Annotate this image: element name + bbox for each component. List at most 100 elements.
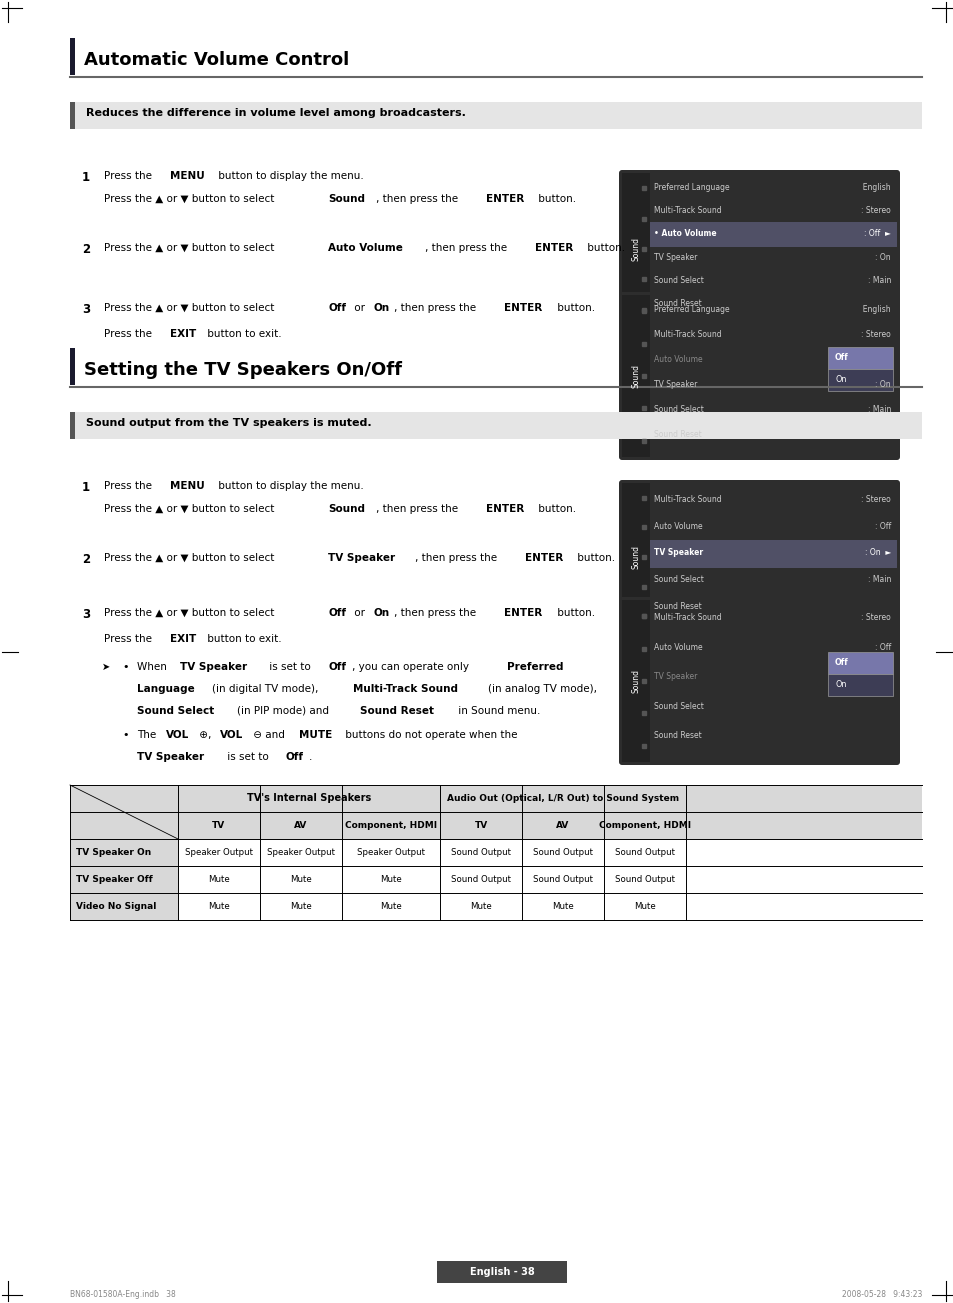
Text: Sound Select: Sound Select xyxy=(654,701,703,710)
Text: Mute: Mute xyxy=(379,876,401,883)
Text: The: The xyxy=(137,730,159,740)
Text: buttons do not operate when the: buttons do not operate when the xyxy=(342,730,517,740)
Text: ENTER: ENTER xyxy=(535,242,573,253)
Text: Sound: Sound xyxy=(328,194,365,205)
Text: Auto Volume: Auto Volume xyxy=(654,356,702,365)
Text: Press the: Press the xyxy=(104,635,155,644)
Bar xyxy=(649,222,896,246)
Text: Sound Reset: Sound Reset xyxy=(654,602,701,611)
Text: ENTER: ENTER xyxy=(504,304,542,313)
Bar xyxy=(621,483,649,631)
Text: TV: TV xyxy=(213,821,226,830)
Text: Press the ▲ or ▼ button to select: Press the ▲ or ▼ button to select xyxy=(104,504,277,513)
Text: : Stereo: : Stereo xyxy=(861,495,890,504)
Text: Mute: Mute xyxy=(634,902,656,911)
Text: : Stereo: : Stereo xyxy=(861,331,890,339)
Text: Sound: Sound xyxy=(631,237,639,261)
Text: , then press the: , then press the xyxy=(375,194,460,205)
Text: Auto Volume: Auto Volume xyxy=(328,242,402,253)
Text: button to display the menu.: button to display the menu. xyxy=(214,481,363,491)
Text: Press the: Press the xyxy=(104,171,155,181)
Text: TV Speaker On: TV Speaker On xyxy=(76,848,152,857)
Text: Sound Output: Sound Output xyxy=(615,848,675,857)
FancyBboxPatch shape xyxy=(618,292,899,460)
Text: TV Speaker Off: TV Speaker Off xyxy=(76,876,152,883)
Text: Multi-Track Sound: Multi-Track Sound xyxy=(654,206,720,215)
Text: Preferred Language: Preferred Language xyxy=(654,305,729,314)
Text: or: or xyxy=(351,304,368,313)
Text: , then press the: , then press the xyxy=(394,609,479,618)
Text: VOL: VOL xyxy=(220,730,243,740)
Text: : Stereo: : Stereo xyxy=(861,614,890,622)
Text: Press the ▲ or ▼ button to select: Press the ▲ or ▼ button to select xyxy=(104,194,277,205)
Text: Sound: Sound xyxy=(631,668,639,693)
Text: : On: : On xyxy=(875,253,890,262)
Text: 3: 3 xyxy=(82,304,90,317)
Text: Sound: Sound xyxy=(631,545,639,569)
Bar xyxy=(621,294,649,457)
Text: .: . xyxy=(309,752,312,762)
Text: MENU: MENU xyxy=(170,171,205,181)
Text: Sound Output: Sound Output xyxy=(615,876,675,883)
Text: Speaker Output: Speaker Output xyxy=(356,848,424,857)
Text: Sound Select: Sound Select xyxy=(654,576,703,584)
Text: : Main: : Main xyxy=(866,405,890,414)
Text: Sound Output: Sound Output xyxy=(451,848,511,857)
Text: Off: Off xyxy=(328,662,346,672)
Text: , then press the: , then press the xyxy=(394,304,479,313)
Text: Auto Volume: Auto Volume xyxy=(654,521,702,530)
Text: Mute: Mute xyxy=(379,902,401,911)
Text: TV Speaker: TV Speaker xyxy=(654,380,697,390)
Text: Sound Reset: Sound Reset xyxy=(654,430,701,439)
Text: Automatic Volume Control: Automatic Volume Control xyxy=(84,51,349,69)
Text: TV Speaker: TV Speaker xyxy=(328,552,395,563)
Text: TV's Internal Speakers: TV's Internal Speakers xyxy=(247,794,371,804)
FancyBboxPatch shape xyxy=(618,169,899,328)
Text: 1: 1 xyxy=(82,171,90,184)
Text: : Stereo: : Stereo xyxy=(861,206,890,215)
Text: or: or xyxy=(351,609,368,618)
Text: button to display the menu.: button to display the menu. xyxy=(214,171,363,181)
Text: 1: 1 xyxy=(82,481,90,494)
Bar xyxy=(70,102,74,129)
Text: When: When xyxy=(137,662,170,672)
Text: Audio Out (Optical, L/R Out) to Sound System: Audio Out (Optical, L/R Out) to Sound Sy… xyxy=(446,794,679,803)
Bar xyxy=(70,412,74,439)
Text: Off: Off xyxy=(834,353,848,362)
Text: , then press the: , then press the xyxy=(375,504,460,513)
Bar xyxy=(70,839,178,866)
Bar xyxy=(827,347,892,369)
Text: Preferred: Preferred xyxy=(506,662,562,672)
Text: •: • xyxy=(122,662,129,672)
Text: Setting the TV Speakers On/Off: Setting the TV Speakers On/Off xyxy=(84,361,401,379)
Text: Press the ▲ or ▼ button to select: Press the ▲ or ▼ button to select xyxy=(104,242,277,253)
Text: Sound Select: Sound Select xyxy=(654,276,703,285)
Text: button to exit.: button to exit. xyxy=(204,328,281,339)
Text: English: English xyxy=(858,305,890,314)
Text: TV Speaker: TV Speaker xyxy=(654,253,697,262)
Text: Language: Language xyxy=(137,684,194,694)
Text: : On: : On xyxy=(875,380,890,390)
Text: MUTE: MUTE xyxy=(299,730,333,740)
Text: Mute: Mute xyxy=(290,902,312,911)
Text: 2: 2 xyxy=(82,242,90,255)
Text: On: On xyxy=(834,680,845,689)
Text: ENTER: ENTER xyxy=(504,609,542,618)
Text: English: English xyxy=(858,182,890,192)
Text: button.: button. xyxy=(554,304,595,313)
Text: , then press the: , then press the xyxy=(415,552,499,563)
Text: Sound output from the TV speakers is muted.: Sound output from the TV speakers is mut… xyxy=(86,418,372,427)
Text: Press the ▲ or ▼ button to select: Press the ▲ or ▼ button to select xyxy=(104,304,277,313)
Text: AV: AV xyxy=(294,821,308,830)
Text: EXIT: EXIT xyxy=(170,328,196,339)
Text: 2008-05-28   9:43:23: 2008-05-28 9:43:23 xyxy=(841,1290,921,1299)
Text: button.: button. xyxy=(535,194,576,205)
Text: , you can operate only: , you can operate only xyxy=(351,662,472,672)
Text: Mute: Mute xyxy=(208,876,230,883)
Text: Speaker Output: Speaker Output xyxy=(267,848,335,857)
Text: : Off: : Off xyxy=(874,642,890,652)
Text: button to exit.: button to exit. xyxy=(204,635,281,644)
Text: Mute: Mute xyxy=(552,902,574,911)
Text: Sound Output: Sound Output xyxy=(533,876,593,883)
Text: ENTER: ENTER xyxy=(485,194,523,205)
